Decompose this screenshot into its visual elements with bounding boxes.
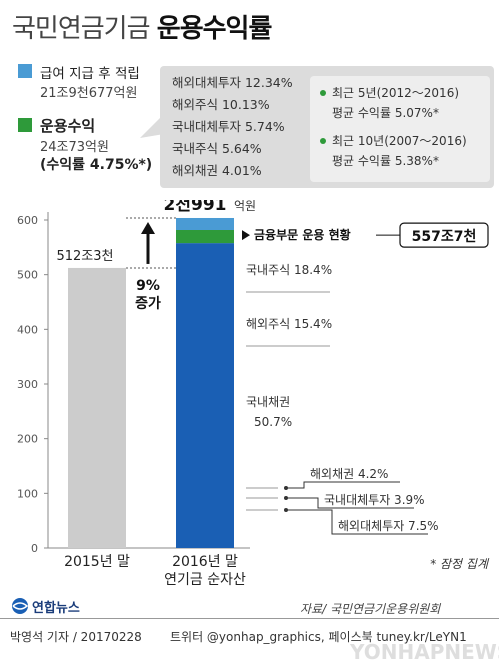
increase-arrow-head [141, 221, 155, 234]
y-tick-label: 200 [17, 433, 38, 446]
leader-line [286, 497, 414, 509]
period-returns-box [310, 76, 490, 182]
bullet-icon [320, 90, 326, 96]
return-item: 국내대체투자 5.74% [172, 119, 285, 134]
bar-2016-segment [176, 243, 234, 548]
return-item: 해외주식 10.13% [172, 97, 270, 112]
y-tick-label: 600 [17, 214, 38, 227]
benefit-legend-value: 21조9천677억원 [40, 86, 138, 101]
financial-label: 금융부문 운용 현황 [254, 227, 351, 242]
x-label-2015: 2015년 말 [64, 554, 130, 570]
returns-legend-swatch [18, 118, 32, 132]
x-label-2016: 2016년 말 [172, 554, 238, 570]
benefit-legend-swatch [18, 64, 32, 78]
period-label: 최근 5년(2012～2016) [332, 86, 460, 100]
bar-2016-segment [176, 217, 234, 230]
footer-divider [0, 618, 499, 619]
bar-2016-total-line2: 2천991 [164, 200, 227, 215]
returns-legend-rate: (수익률 4.75%*) [40, 157, 153, 173]
pointer-icon [242, 230, 250, 241]
watermark: YONHAPNEWS [350, 640, 499, 664]
bar-2015-label: 512조3천 [56, 249, 113, 264]
returns-legend-value: 24조73억원 [40, 140, 109, 155]
y-tick-label: 400 [17, 323, 38, 336]
callout-pointer [140, 114, 164, 138]
period-rate: 평균 수익률 5.38%* [332, 154, 439, 168]
composition-pct: 50.7% [254, 415, 292, 429]
y-tick-label: 0 [31, 542, 38, 555]
title-bold: 운용수익률 [156, 14, 273, 44]
logo-text: 연합뉴스 [32, 601, 80, 616]
y-tick-label: 100 [17, 487, 38, 500]
period-rate: 평균 수익률 5.07%* [332, 106, 439, 120]
yonhap-logo: 연합뉴스 [10, 596, 90, 616]
x-label-2016-sub: 연기금 순자산 [164, 572, 246, 588]
composition-label: 해외대체투자 7.5% [338, 519, 439, 533]
title-light: 국민연금기금 [12, 14, 151, 44]
bar-2016-total-unit: 억원 [234, 200, 256, 213]
credit: 박영석 기자 / 20170228 [10, 630, 142, 644]
bullet-icon [320, 138, 326, 144]
page-title: 국민연금기금 운용수익률 [12, 8, 273, 45]
return-item: 국내주식 5.64% [172, 141, 262, 156]
composition-label: 국내주식 18.4% [246, 263, 332, 277]
increase-pct: 9% [136, 278, 160, 294]
social-handles: 트위터 @yonhap_graphics, 페이스북 tuney.kr/LeYN… [170, 630, 467, 644]
increase-word: 증가 [135, 296, 161, 312]
financial-value-box [399, 222, 489, 248]
returns-legend-label: 운용수익 [40, 117, 96, 135]
composition-label: 해외채권 4.2% [310, 467, 388, 481]
return-item: 해외대체투자 12.34% [172, 75, 293, 90]
return-item: 해외채권 4.01% [172, 163, 262, 178]
composition-label: 국내채권 [246, 395, 290, 409]
leader-line [286, 509, 428, 535]
composition-label: 해외주식 15.4% [246, 317, 332, 331]
estimate-note: * 잠정 집계 [430, 557, 490, 571]
y-axis: 0 100 200 300 400 500 600 [17, 212, 250, 555]
y-tick-label: 500 [17, 269, 38, 282]
financial-value: 557조7천 [412, 229, 477, 245]
bar-2016-segment [176, 230, 234, 244]
bars [68, 217, 234, 548]
leader-line [286, 481, 400, 489]
benefit-legend-label: 급여 지급 후 적립 [40, 66, 140, 82]
period-label: 최근 10년(2007～2016) [332, 134, 467, 148]
globe-icon [12, 598, 29, 614]
composition-label: 국내대체투자 3.9% [324, 493, 425, 507]
bar-2015 [68, 267, 126, 548]
y-tick-label: 300 [17, 378, 38, 391]
source-note: 자료/ 국민연금기운용위원회 [300, 602, 441, 616]
